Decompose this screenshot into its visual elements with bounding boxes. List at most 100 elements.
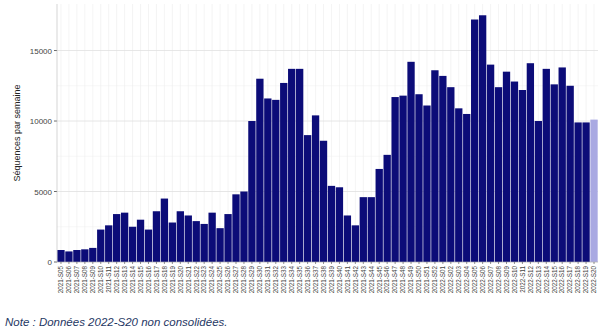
x-tick	[60, 262, 61, 264]
x-tick-label: 2021-S27	[232, 266, 239, 294]
bar	[224, 214, 231, 262]
x-tick-label: 2022-S13	[535, 266, 542, 294]
bar	[455, 108, 462, 262]
x-tick	[403, 262, 404, 264]
bar	[376, 169, 383, 262]
bar	[566, 86, 573, 262]
bar	[551, 84, 558, 262]
x-tick	[339, 262, 340, 264]
x-tick	[586, 262, 587, 264]
bar	[177, 211, 184, 262]
x-tick	[363, 262, 364, 264]
x-tick	[514, 262, 515, 264]
bar	[304, 135, 311, 262]
bar	[582, 122, 589, 262]
bar	[320, 141, 327, 262]
bar	[153, 211, 160, 262]
plot-area	[57, 4, 598, 262]
bar	[479, 15, 486, 262]
x-tick-label: 2022-S02	[447, 266, 454, 294]
x-tick-label: 2021-S51	[423, 266, 430, 294]
bars	[57, 15, 597, 262]
x-tick	[434, 262, 435, 264]
x-tick	[315, 262, 316, 264]
x-tick	[562, 262, 563, 264]
x-tick	[251, 262, 252, 264]
x-tick	[490, 262, 491, 264]
x-tick-label: 2022-S04	[463, 266, 470, 294]
x-tick	[355, 262, 356, 264]
bar	[89, 248, 96, 262]
y-tick	[54, 262, 57, 263]
bar	[407, 62, 414, 262]
bar	[399, 96, 406, 262]
y-tick	[54, 50, 57, 51]
x-tick-label: 2022-S01	[439, 266, 446, 294]
x-tick-label: 2021-S19	[169, 266, 176, 294]
x-grid-line	[132, 4, 133, 262]
x-tick-label: 2022-S18	[574, 266, 581, 294]
bar	[185, 215, 192, 262]
x-tick	[371, 262, 372, 264]
x-tick-label: 2021-S43	[360, 266, 367, 294]
x-tick-label: 2021-S42	[352, 266, 359, 294]
y-grid-line	[57, 50, 598, 51]
bar	[129, 227, 136, 262]
chart: 0500010000150002021-S052021-S062021-S072…	[0, 0, 600, 334]
x-tick-label: 2022-S16	[558, 266, 565, 294]
x-tick	[283, 262, 284, 264]
x-tick	[379, 262, 380, 264]
x-tick	[228, 262, 229, 264]
x-tick-label: 2021-S40	[336, 266, 343, 294]
x-tick	[124, 262, 125, 264]
bar	[216, 228, 223, 262]
x-tick-label: 2021-S16	[145, 266, 152, 294]
x-tick	[411, 262, 412, 264]
x-tick-label: 2021-S05	[57, 266, 64, 294]
bar	[487, 65, 494, 262]
x-grid-line	[220, 4, 221, 262]
y-axis-line	[57, 4, 58, 262]
x-tick-label: 2021-S07	[73, 266, 80, 294]
bar	[543, 69, 550, 262]
bar	[105, 225, 112, 262]
bar	[590, 120, 597, 262]
x-tick	[594, 262, 595, 264]
bar	[519, 90, 526, 262]
x-tick-label: 2021-S41	[344, 266, 351, 294]
x-grid-line	[204, 4, 205, 262]
bar	[240, 192, 247, 262]
x-tick-label: 2021-S37	[312, 266, 319, 294]
x-tick-label: 2021-S17	[153, 266, 160, 294]
bar	[121, 213, 128, 262]
x-tick	[164, 262, 165, 264]
y-tick-label: 15000	[30, 47, 53, 56]
bar	[248, 121, 255, 262]
x-tick-label: 2022-S03	[455, 266, 462, 294]
x-tick-label: 2021-S34	[288, 266, 295, 294]
x-tick	[578, 262, 579, 264]
x-tick-label: 2021-S06	[65, 266, 72, 294]
y-tick	[54, 191, 57, 192]
x-tick-label: 2021-S44	[368, 266, 375, 294]
bar	[447, 87, 454, 262]
bar	[161, 199, 168, 262]
x-tick-label: 2021-S26	[224, 266, 231, 294]
y-tick-label: 5000	[34, 188, 52, 197]
x-tick-label: 2022-S17	[566, 266, 573, 294]
x-tick-label: 2021-S35	[296, 266, 303, 294]
x-tick-label: 2022-S15	[551, 266, 558, 294]
x-tick-label: 2021-S33	[280, 266, 287, 294]
x-tick-label: 2022-S09	[503, 266, 510, 294]
x-tick	[275, 262, 276, 264]
bar	[73, 250, 80, 262]
bar	[328, 186, 335, 262]
x-tick	[188, 262, 189, 264]
x-tick	[418, 262, 419, 264]
x-tick-label: 2021-S25	[216, 266, 223, 294]
x-tick	[474, 262, 475, 264]
x-tick-label: 2021-S21	[185, 266, 192, 294]
x-tick	[331, 262, 332, 264]
x-tick	[180, 262, 181, 264]
bar	[97, 230, 104, 262]
